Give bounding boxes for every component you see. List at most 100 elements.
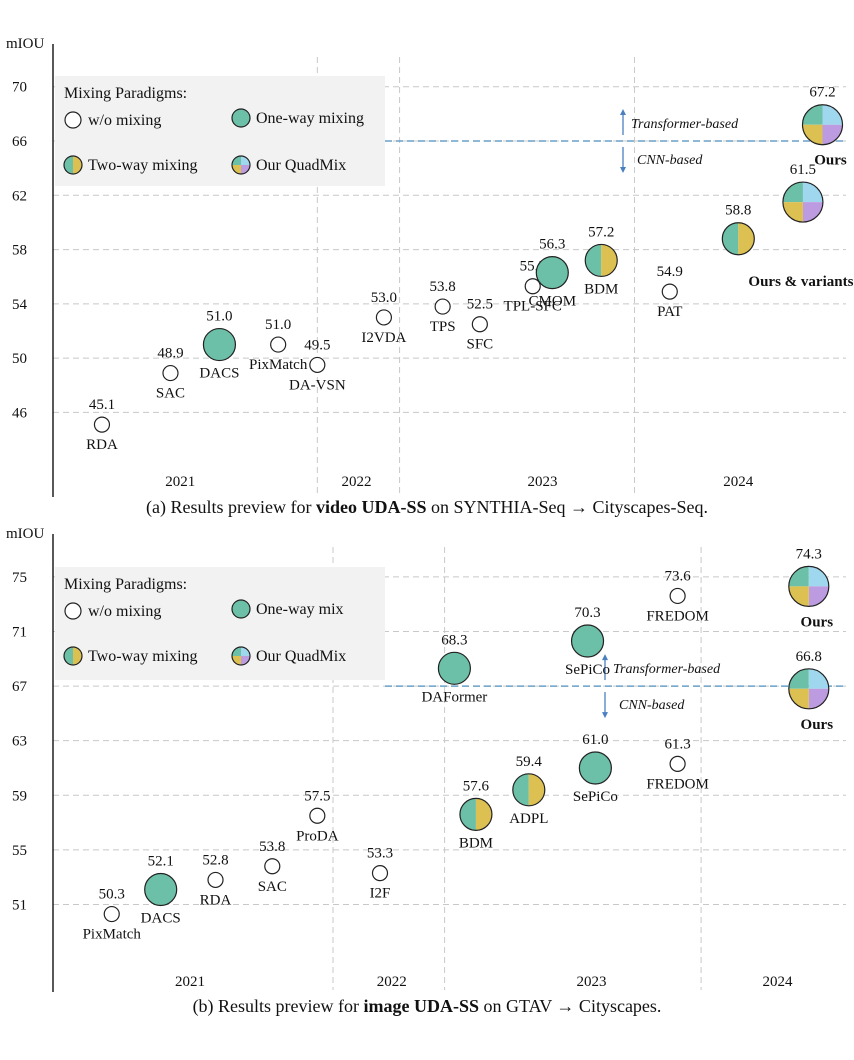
method-label: SAC	[258, 879, 287, 895]
method-label: DACS	[141, 910, 181, 926]
hollow-circle	[661, 283, 678, 300]
legend-item-label: Two-way mixing	[88, 648, 198, 665]
value-label: 53.3	[367, 846, 393, 862]
data-point: 61.5 Ours & variants	[748, 162, 853, 290]
hollow-circle	[103, 905, 120, 923]
quad-yellow	[788, 688, 809, 709]
y-tick-label: 66	[12, 134, 28, 150]
point-marker	[434, 298, 451, 315]
data-point: 61.3 FREDOM	[646, 736, 709, 792]
quad-outline	[782, 181, 824, 223]
hollow-circle	[162, 364, 179, 382]
one-way-circle	[231, 599, 251, 619]
legend-background	[55, 76, 385, 186]
value-label: 59.4	[516, 754, 543, 770]
value-label: 53.0	[371, 290, 397, 306]
method-label: BDM	[584, 281, 618, 297]
quad-yellow	[232, 165, 241, 174]
arrow-label-up: Transformer-based	[631, 117, 739, 132]
method-label: CMOM	[529, 294, 577, 310]
right-half-yellow	[73, 156, 82, 174]
value-label: 70.3	[574, 605, 600, 621]
value-label: 73.6	[664, 568, 691, 584]
legend-one-marker	[231, 108, 251, 128]
point-marker	[570, 624, 605, 658]
data-point: 52.1 DACS	[141, 853, 181, 926]
y-tick-label: 63	[12, 734, 27, 750]
quad-outline	[231, 646, 251, 666]
quad-outline	[788, 565, 830, 608]
y-tick-label: 75	[12, 570, 27, 586]
year-label: 2021	[175, 974, 205, 990]
value-label: 52.5	[467, 297, 493, 313]
quad-yellow	[802, 124, 823, 145]
point-marker	[264, 858, 281, 875]
legend-one-marker	[231, 599, 251, 619]
quad-outline	[231, 155, 251, 175]
quad-green	[232, 647, 241, 656]
y-axis-label: mIOU	[6, 36, 44, 52]
data-point: 57.2 BDM	[584, 224, 618, 297]
quad-purple	[808, 586, 829, 607]
value-label: 51.0	[206, 309, 232, 325]
value-label: 61.0	[582, 732, 608, 748]
point-marker	[270, 336, 287, 353]
hollow-circle	[375, 309, 393, 326]
point-marker	[371, 865, 389, 882]
one-way-circle	[437, 651, 471, 685]
quad-yellow	[788, 586, 809, 607]
one-way-circle	[570, 624, 605, 658]
caption-post: on SYNTHIA-Seq → Cityscapes-Seq.	[426, 497, 707, 517]
right-half-yellow	[738, 222, 755, 255]
left-half-green	[459, 798, 476, 831]
arrow-label-down: CNN-based	[619, 698, 685, 713]
point-marker	[437, 651, 471, 685]
data-point: 53.8 TPS	[430, 279, 456, 335]
method-label: TPS	[430, 319, 456, 335]
point-marker	[524, 278, 541, 295]
point-marker	[512, 773, 546, 807]
method-label: I2F	[370, 886, 391, 902]
data-point: 67.2 Ours	[801, 85, 847, 169]
right-half-yellow	[73, 647, 82, 665]
quad-purple	[802, 202, 823, 223]
point-marker	[375, 309, 393, 326]
method-label: SePiCo	[573, 789, 618, 805]
year-label: 2022	[341, 474, 371, 490]
value-label: 52.8	[202, 852, 228, 868]
legend-item-label: w/o mixing	[88, 603, 161, 620]
point-marker	[207, 871, 224, 889]
hollow-circle	[309, 356, 326, 374]
legend-background	[55, 567, 385, 680]
method-label: SePiCo	[565, 662, 610, 678]
value-label: 56.3	[539, 237, 565, 253]
legend-title: Mixing Paradigms:	[64, 576, 187, 593]
data-point: 58.8	[721, 203, 755, 256]
caption-bold: image UDA-SS	[364, 996, 480, 1016]
value-label: 61.5	[790, 162, 816, 178]
method-label: ADPL	[509, 811, 548, 827]
value-label: 49.5	[304, 337, 330, 353]
two-way-outline	[584, 243, 618, 278]
right-half-yellow	[528, 773, 545, 806]
quad-outline	[788, 668, 830, 710]
legend: Mixing Paradigms: w/o mixing One-way mix Tw…	[55, 567, 385, 680]
legend-item-label: w/o mixing	[88, 112, 161, 129]
value-label: 66.8	[796, 649, 822, 665]
year-label: 2021	[165, 474, 195, 490]
value-label: 68.3	[441, 632, 467, 648]
hollow-circle	[371, 865, 389, 882]
quad-green	[802, 104, 823, 125]
value-label: 53.8	[259, 839, 285, 855]
y-tick-label: 62	[12, 188, 27, 204]
value-label: 48.9	[157, 346, 183, 362]
data-point: 61.0 SePiCo	[573, 732, 618, 805]
y-axis-label: mIOU	[6, 526, 44, 542]
point-marker	[459, 797, 493, 831]
method-label: ProDA	[296, 828, 339, 844]
one-way-circle	[144, 872, 178, 907]
quad-green	[232, 156, 241, 165]
point-marker	[788, 565, 830, 608]
data-point: 52.8 RDA	[200, 852, 232, 908]
point-marker	[309, 807, 326, 824]
